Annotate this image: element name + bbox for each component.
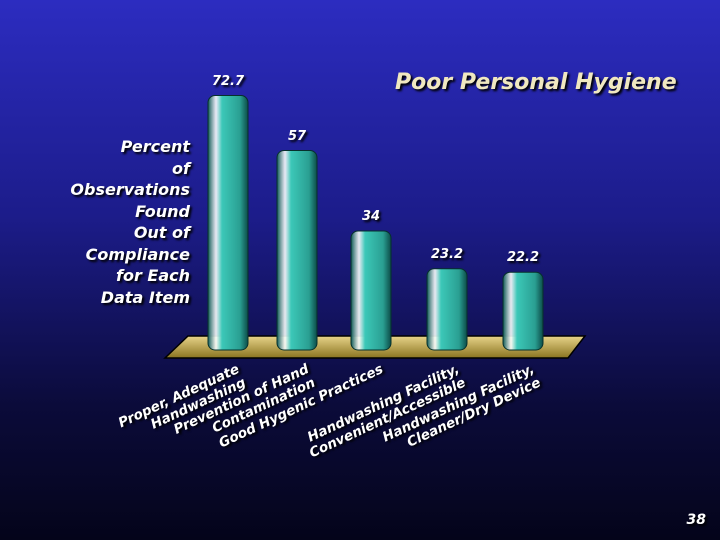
y-axis-label: Percent of Observations Found Out of Com… xyxy=(70,137,190,307)
bar xyxy=(207,95,249,351)
page-number: 38 xyxy=(686,512,706,528)
value-label: 72.7 xyxy=(211,73,245,89)
bar xyxy=(350,230,392,351)
bar xyxy=(426,268,468,351)
bar xyxy=(276,150,318,351)
value-label: 57 xyxy=(287,128,307,144)
value-label: 34 xyxy=(361,209,381,224)
value-label: 23.2 xyxy=(430,246,464,262)
bar xyxy=(502,271,544,351)
chart-title: Poor Personal Hygiene xyxy=(395,70,677,95)
value-label: 22.2 xyxy=(506,250,540,266)
